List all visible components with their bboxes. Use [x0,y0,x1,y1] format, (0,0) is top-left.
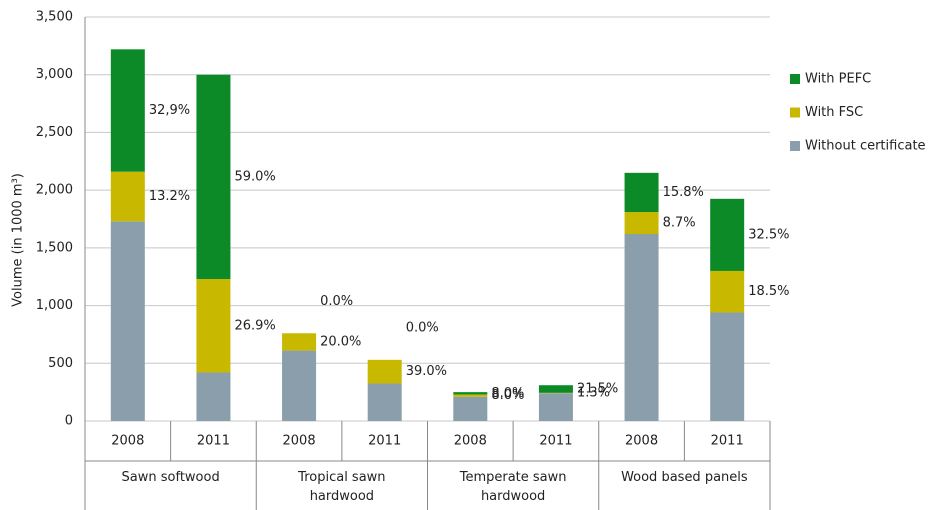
y-tick-label: 1,500 [36,240,73,255]
legend-swatch [790,74,800,84]
bar-segment [110,49,145,172]
bar-segment [453,392,488,395]
group-label: Temperate sawn hardwood [459,470,567,504]
x-tick-label: 2011 [197,434,230,449]
share-label: 1.3% [577,386,610,401]
x-tick-label: 2008 [625,434,658,449]
bar-segment [196,74,231,280]
x-tick-label: 2008 [454,434,487,449]
bar-segment [367,383,402,421]
x-tick-label: 2008 [111,434,144,449]
bar-segment [282,333,317,351]
bar-segment [624,172,659,213]
share-label: 26.9% [234,318,275,333]
bar-segment [453,396,488,421]
bar-segment [110,171,145,222]
y-tick-label: 500 [48,356,73,371]
group-label: Wood based panels [621,470,748,485]
x-tick-label: 2008 [283,434,316,449]
legend-label: With FSC [805,105,863,120]
share-label: 0.0% [320,294,353,309]
y-tick-label: 3,500 [36,10,73,25]
y-tick-label: 2,500 [36,125,73,140]
bar-segment [282,350,317,421]
share-label: 32,9% [149,103,190,118]
bar-segment [538,385,573,393]
bar-segment [624,212,659,235]
bar-segment [110,221,145,421]
y-tick-label: 0 [65,414,73,429]
share-label: 8.0% [491,386,524,401]
y-tick-label: 3,000 [36,67,73,82]
bar-segment [196,372,231,421]
bar-segment [710,198,745,271]
share-label: 0.0% [406,320,439,335]
share-label: 18.5% [748,284,789,299]
bar-segment [196,279,231,373]
y-axis-label: Volume (in 1000 m³) [11,173,26,307]
group-label: Tropical sawn hardwood [298,470,386,504]
share-label: 59.0% [234,169,275,184]
legend-label: With PEFC [805,72,871,87]
share-label: 39.0% [406,364,447,379]
bar-segment [538,393,573,421]
group-label: Sawn softwood [121,470,220,485]
share-label: 8.0% [491,388,524,403]
share-label: 32.5% [748,227,789,242]
legend-swatch [790,107,800,118]
x-tick-label: 2011 [711,434,744,449]
bar-segment [710,312,745,421]
share-label: 13.2% [149,189,190,204]
share-label: 20.0% [320,334,361,349]
share-label: 21.5% [577,382,618,397]
bar-segment [453,394,488,397]
y-tick-label: 1,000 [36,298,73,313]
legend-label: Without certificate [805,139,926,154]
bar-segment [710,270,745,313]
bar-segment [367,359,402,384]
legend-swatch [790,141,800,151]
share-label: 8.7% [663,216,696,231]
x-tick-label: 2011 [368,434,401,449]
bar-segment [624,234,659,421]
share-label: 15.8% [663,185,704,200]
x-tick-label: 2011 [539,434,572,449]
y-tick-label: 2,000 [36,183,73,198]
